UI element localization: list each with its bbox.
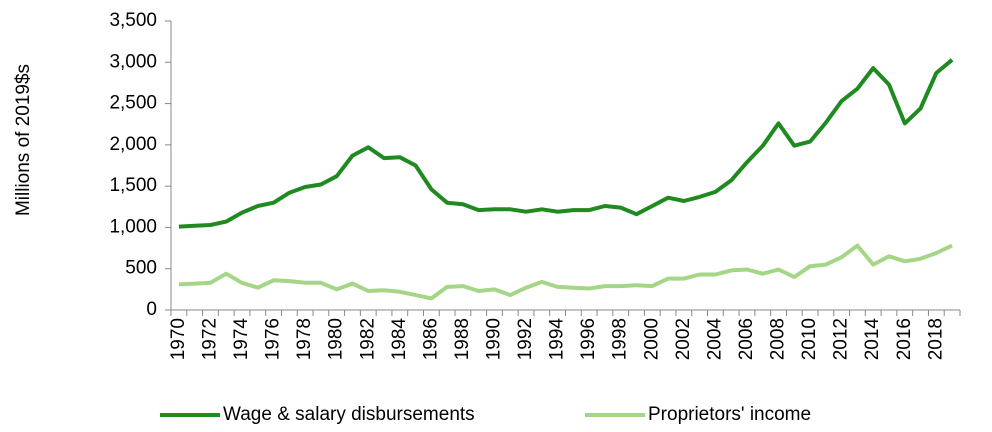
series-line [178,58,954,229]
y-tick-label: 1,000 [109,216,157,237]
x-tick-label: 1970 [168,318,189,360]
y-axis-label: Millions of 2019$s [13,64,34,216]
y-tick-label: 3,000 [109,51,157,72]
x-tick-label: 1980 [326,318,347,360]
x-tick-label: 2000 [641,318,662,360]
y-tick-label: 2,000 [109,134,157,155]
y-tick-label: 3,500 [109,10,157,31]
x-tick-label: 1988 [452,318,473,360]
x-tick-label: 2012 [831,318,852,360]
x-tick-label: 2004 [704,318,725,361]
x-tick-label: 1974 [231,318,252,361]
x-tick-label: 2006 [736,318,757,360]
y-tick-label: 2,500 [109,93,157,114]
x-tick-label: 1996 [578,318,599,360]
x-tick-label: 1998 [610,318,631,360]
x-tick-label: 2002 [673,318,694,360]
legend-label: Wage & salary disbursements [223,404,475,425]
x-tick-label: 2014 [862,318,883,361]
y-tick-label: 0 [146,299,157,320]
x-tick-label: 2010 [799,318,820,360]
x-tick-label: 2008 [768,318,789,360]
x-tick-label: 2018 [925,318,946,360]
x-tick-label: 1976 [263,318,284,360]
series-line [178,243,953,301]
x-tick-label: 1978 [294,318,315,360]
x-tick-label: 1994 [547,318,568,361]
x-tick-label: 2016 [894,318,915,360]
legend-label: Proprietors' income [648,404,811,425]
x-tick-label: 1986 [420,318,441,360]
x-tick-label: 1982 [357,318,378,360]
x-tick-label: 1990 [484,318,505,360]
y-tick-label: 500 [125,258,157,279]
x-tick-label: 1992 [515,318,536,360]
y-tick-label: 1,500 [109,175,157,196]
x-tick-label: 1972 [199,318,220,360]
x-tick-label: 1984 [389,318,410,361]
